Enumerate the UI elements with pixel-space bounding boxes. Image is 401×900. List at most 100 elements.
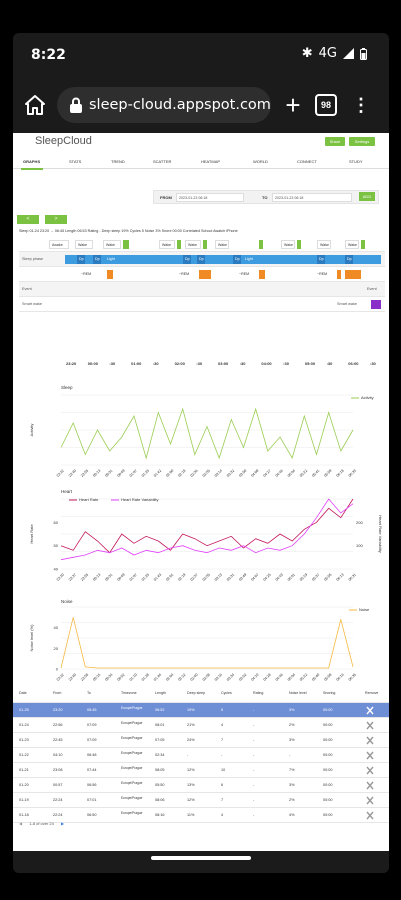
chart-title: Noise [61, 599, 73, 604]
new-tab-button[interactable]: + [285, 90, 301, 120]
more-menu-button[interactable]: ⋮ [352, 95, 370, 115]
noise-chart: Noise Noise level (%) 0 20 40 23:22 23:40 23:58… [29, 599, 370, 682]
battery-icon [360, 47, 367, 60]
home-icon[interactable] [23, 93, 47, 117]
table-header-cell[interactable]: Cycles [221, 691, 232, 695]
tab-stats[interactable]: STATS [69, 159, 82, 164]
table-cell: - [253, 738, 255, 742]
tab-switcher-button[interactable]: 98 [315, 94, 337, 116]
share-button[interactable]: Share [325, 137, 345, 146]
chart-xtick-label: 02:37 [190, 573, 199, 582]
table-header-cell[interactable]: Deep sleep [187, 691, 206, 695]
table-cell: 23:08 [53, 768, 63, 772]
deep-sleep-segment: Dp [197, 255, 205, 264]
chart-xtick-label: 02:18 [177, 469, 186, 478]
table-row[interactable]: 01-22 04:10 06:48 Europe/Prague 02:34 - - - - 00:… [13, 748, 389, 763]
chart-xtick-label: 01:25 [141, 573, 150, 582]
table-cell: - [253, 708, 255, 712]
table-cell: 11% [187, 813, 195, 817]
chart-xtick-label: 06:31 [348, 573, 357, 582]
remove-icon[interactable] [365, 706, 375, 715]
tab-heatmap[interactable]: HEATMAP [201, 159, 221, 164]
table-row[interactable]: 01-25 23:20 06:45 Europe/Prague 06:52 19% 5 - 3%… [13, 703, 389, 718]
table-cell: - [253, 753, 255, 757]
remove-icon[interactable] [365, 811, 375, 820]
remove-icon[interactable] [365, 781, 375, 790]
tab-connect[interactable]: CONNECT [297, 159, 317, 164]
chart-series-line [60, 617, 354, 669]
table-header-cell[interactable]: Rating [253, 691, 264, 695]
remove-icon[interactable] [365, 721, 375, 730]
awake-segment: Awake [49, 240, 69, 249]
to-input[interactable]: 2023-01-23 06:18 [272, 193, 352, 202]
chart-series-line [60, 498, 354, 561]
table-row[interactable]: 01-21 23:08 07:44 Europe/Prague 08:05 12% 10 - 7… [13, 763, 389, 778]
table-cell: 00:00 [323, 768, 333, 772]
settings-button[interactable]: Settings [349, 137, 375, 146]
address-bar[interactable]: sleep-cloud.appspot.com [57, 87, 271, 123]
wake-segment: Wake [185, 240, 201, 249]
light-sleep-label: Light [245, 257, 253, 261]
remove-icon-glyph [366, 766, 374, 775]
web-content: SleepCloud Share Settings GRAPHS STATS T… [13, 133, 389, 851]
table-cell: - [253, 768, 255, 772]
add-button[interactable]: ADD [359, 192, 375, 201]
table-cell: - [253, 783, 255, 787]
table-row[interactable]: 01-19 22:24 07:01 Europe/Prague 08:06 12% 7 - 2%… [13, 793, 389, 808]
table-header-cell[interactable]: Timezone [121, 691, 137, 695]
table-cell: 07:44 [87, 768, 97, 772]
table-row[interactable]: 01-20 00:57 06:56 Europe/Prague 05:50 13% 6 - 3%… [13, 778, 389, 793]
sleep-summary: Sleep 01-24 23:20 → 06:45 Length 06:53 R… [19, 229, 238, 233]
remove-icon[interactable] [365, 766, 375, 775]
section-tabs: GRAPHS STATS TREND SCATTER HEATMAP WORLD… [13, 155, 389, 169]
chart-xtick-label: 04:46 [275, 673, 284, 682]
tab-scatter[interactable]: SCATTER [153, 159, 172, 164]
next-night-button[interactable]: > [45, 215, 67, 224]
wake-marker [259, 240, 263, 249]
table-cell: Europe/Prague [121, 751, 143, 755]
deep-sleep-segment: Dp [345, 255, 353, 264]
remove-icon[interactable] [365, 736, 375, 745]
screen: 8:22 ✱ 4G sleep-cloud.appspot.com + 98 ⋮… [13, 33, 389, 873]
table-header-cell[interactable]: Snoring [323, 691, 336, 695]
chart-xtick-label: 00:13 [92, 469, 101, 478]
deep-sleep-segment: Dp [183, 255, 191, 264]
table-cell: 3% [289, 783, 295, 787]
chart-xtick-label: 00:16 [92, 673, 101, 682]
smart-wake-label: Smart wake [22, 302, 43, 306]
home-gesture-pill[interactable] [151, 856, 251, 860]
chart-xtick-label: 02:55 [202, 469, 211, 478]
table-cell: 12% [187, 798, 195, 802]
chart-xtick-label: 01:28 [141, 673, 150, 682]
remove-icon[interactable] [365, 751, 375, 760]
table-header-cell[interactable]: From [53, 691, 62, 695]
table-header-cell[interactable]: Remove [365, 691, 379, 695]
table-header-cell[interactable]: Date [19, 691, 27, 695]
pager-first-icon[interactable]: ◀ [19, 821, 23, 826]
prev-night-button[interactable]: < [17, 215, 39, 224]
table-header-cell[interactable]: Noise level [289, 691, 307, 695]
tab-world[interactable]: WORLD [253, 159, 268, 164]
table-row[interactable]: 01-18 22:24 06:50 Europe/Prague 08:16 11% 4 - 4%… [13, 808, 389, 823]
chart-ytick-label: 0 [56, 667, 59, 672]
remove-icon[interactable] [365, 796, 375, 805]
pager-next-icon[interactable]: ▶ [61, 821, 65, 826]
chart-xtick-label: 05:01 [287, 573, 296, 582]
table-header-cell[interactable]: To [87, 691, 91, 695]
tab-graphs[interactable]: GRAPHS [23, 159, 41, 164]
tab-study[interactable]: STUDY [349, 159, 363, 164]
table-row[interactable]: 01-23 22:45 07:09 Europe/Prague 07:05 24% 7 - 3%… [13, 733, 389, 748]
chart-xtick-label: 04:46 [275, 469, 284, 478]
tab-trend[interactable]: TREND [111, 159, 125, 164]
gesture-bar [13, 851, 389, 873]
table-row[interactable]: 01-24 22:56 07:09 Europe/Prague 08:01 21% 4 - 2%… [13, 718, 389, 733]
table-header-cell[interactable]: Length [155, 691, 166, 695]
chart-xtick-label: 02:22 [177, 673, 186, 682]
table-cell: 08:06 [155, 798, 165, 802]
table-cell: Europe/Prague [121, 706, 143, 710]
from-input[interactable]: 2023-01-23 06:18 [176, 193, 244, 202]
status-bar: 8:22 ✱ 4G [13, 33, 389, 73]
sleep-records-table: Date From To Timezone Length Deep sleep Cycles… [13, 688, 389, 823]
status-time: 8:22 [31, 47, 66, 63]
table-cell: 06:45 [87, 708, 97, 712]
